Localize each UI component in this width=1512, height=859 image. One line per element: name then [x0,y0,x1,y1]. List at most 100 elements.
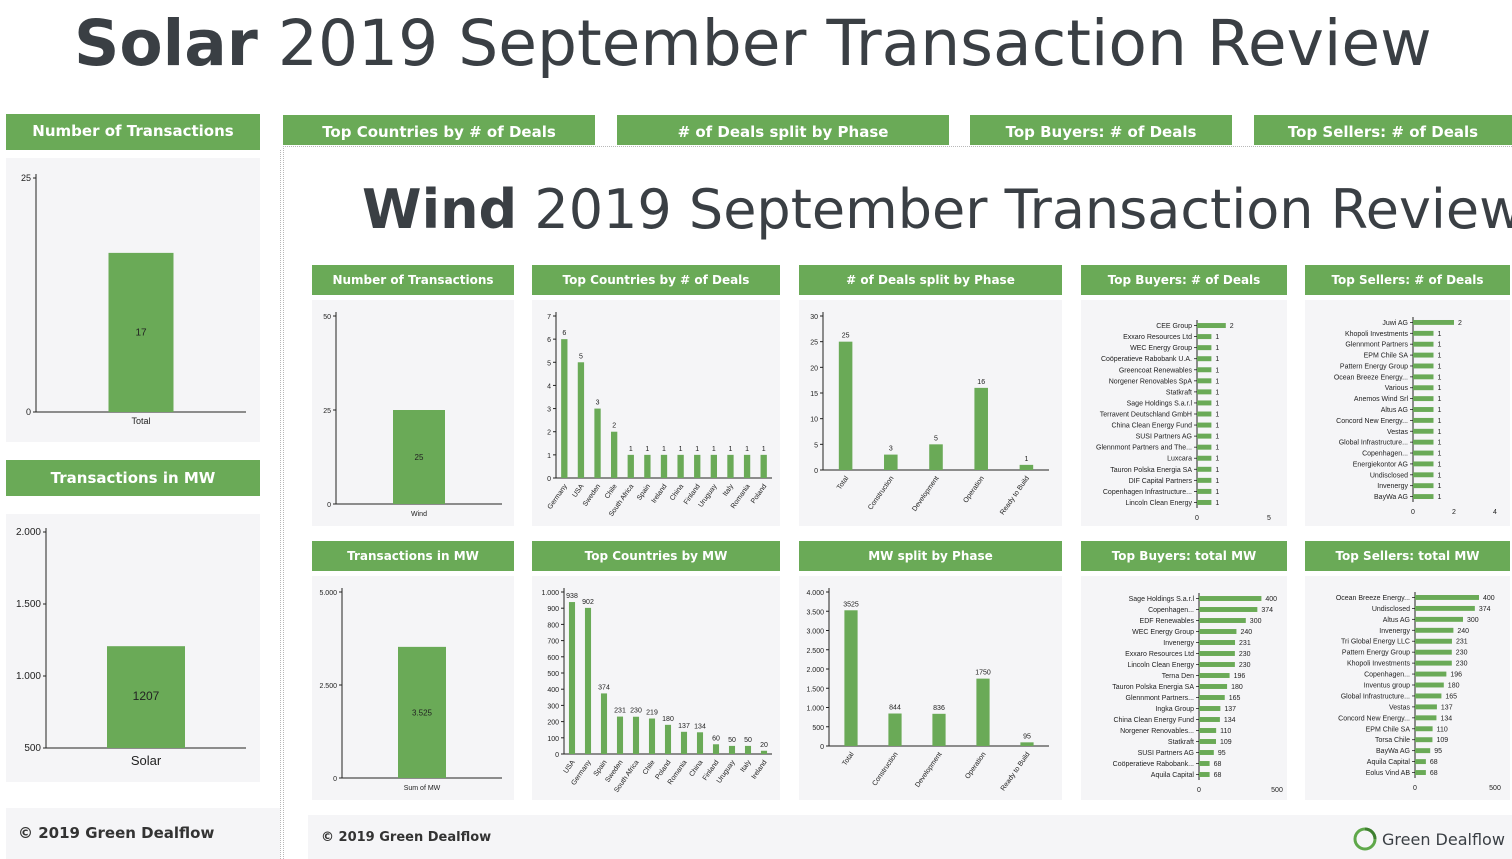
category-label: EDF Renewables [1140,618,1195,625]
category-label: Copenhagen... [1362,451,1408,458]
wind-header-top-buyers-mw: Top Buyers: total MW [1081,541,1287,571]
data-label: 1 [1215,345,1219,352]
y-tick-label: 1.500 [806,686,824,693]
solar-separator-line [280,150,281,859]
wind-header-top-countries-deals: Top Countries by # of Deals [532,265,780,295]
bar [1199,607,1258,612]
category-label: Germany [547,483,570,511]
category-label: Khopoli Investments [1345,331,1409,338]
category-label: SUSI Partners AG [1136,434,1192,441]
bar [1197,400,1212,406]
bar [712,744,720,754]
wind-tx-mw-svg: 0 2.500 5.000 3.525 Sum of MW [319,588,502,792]
data-label: 1 [1215,489,1219,496]
category-label: Ready to Build [1000,751,1032,792]
wind-overlay-border-top [283,146,1512,147]
data-label: 1 [1438,451,1442,458]
x-tick-label: 5 [1267,515,1271,522]
bar [760,750,768,754]
x-tick-label: 0 [1197,787,1201,794]
bar [610,431,618,478]
bar [743,454,751,478]
data-label: 109 [1436,737,1448,744]
bar [1415,671,1447,677]
bar [1197,422,1212,428]
category-label: Inventus group [1364,683,1410,690]
category-label: Copenhagen... [1148,607,1194,614]
y-tick-label: 0 [820,744,824,751]
bar [1020,742,1034,746]
bar [1415,726,1433,732]
data-label: 240 [1457,628,1469,635]
data-label: 938 [566,593,578,600]
bar [398,646,446,778]
data-label: 25 [842,333,850,340]
x-tick-label: 500 [1489,785,1501,792]
data-label: 1 [729,446,733,453]
category-label: China Clean Energy Fund [1111,423,1192,430]
data-label: 1 [1215,334,1219,341]
category-label: Sum of MW [404,785,441,792]
bar [884,454,898,470]
y-tick-label: 20 [810,365,818,372]
wind-chart-top-buyers-deals: CEE Group 2 Exxaro Resources Ltd 1 WEC Energ… [1081,300,1287,526]
data-label: 1 [1215,445,1219,452]
bar [1199,739,1217,744]
bar [1199,629,1237,634]
category-label: Operation [964,751,987,780]
category-label: Ireland [751,759,769,781]
category-label: Altus AG [1381,407,1408,414]
wind-page-title: Wind 2019 September Transaction Review [362,172,1512,248]
bar [1197,455,1212,461]
data-label: 230 [1239,651,1251,658]
y-tick-label: 900 [547,606,559,613]
category-label: Ready to Build [999,475,1031,516]
wind-overlay-border-left [283,146,284,859]
category-label: Energiekontor AG [1353,461,1408,468]
bar [976,678,990,746]
bar [677,454,684,478]
bar [1413,352,1434,358]
wind-header-transactions-in-mw: Transactions in MW [312,541,514,571]
y-tick-label: 600 [547,655,559,662]
y-tick-label: 500 [547,671,559,678]
bar [1197,444,1212,450]
bar [1415,638,1452,644]
bar [644,454,651,478]
data-label: 1 [745,446,749,453]
bar [600,693,608,754]
category-label: Glennmont Partners... [1126,695,1195,702]
bar [1415,715,1437,721]
bar [1199,618,1246,623]
y-tick-label: 15 [810,391,818,398]
wind-countries-mw-svg: 0 100 200 300 400 500 600 700 800 900 1.000 938 USA 9… [541,588,772,794]
category-label: China [688,759,704,778]
wind-buyers-mw-svg: Sage Holdings S.a.r.l 400 Copenhagen... 374… [1112,593,1283,794]
category-label: Wind [411,511,427,518]
category-label: Invenergy [1379,628,1410,635]
data-label: 230 [1456,661,1468,668]
bar [838,341,853,470]
y-tick-label: 4.000 [806,590,824,597]
y-tick-label: 0 [327,502,331,509]
category-label: Total [841,751,855,767]
category-label: Juwi AG [1382,320,1408,327]
bar [393,410,445,504]
data-label: 1 [1438,494,1442,501]
category-label: Italy [722,483,735,498]
category-label: Lincoln Clean Energy [1127,662,1194,669]
category-label: Chile [642,759,657,776]
bar [1415,595,1479,600]
category-label: Ocean Breeze Energy... [1334,374,1408,381]
category-label: Poland [750,483,768,505]
category-label: Terna Den [1162,673,1194,680]
bar [627,454,634,478]
category-label: USA [563,759,577,775]
category-label: Various [1385,385,1409,392]
bar [1415,616,1463,622]
y-tick-label: 25 [21,173,31,183]
solar-header-number-of-transactions: Number of Transactions [6,114,260,150]
y-tick-label: 1.000 [806,706,824,713]
bar [1413,461,1434,467]
category-label: CEE Group [1156,323,1192,330]
